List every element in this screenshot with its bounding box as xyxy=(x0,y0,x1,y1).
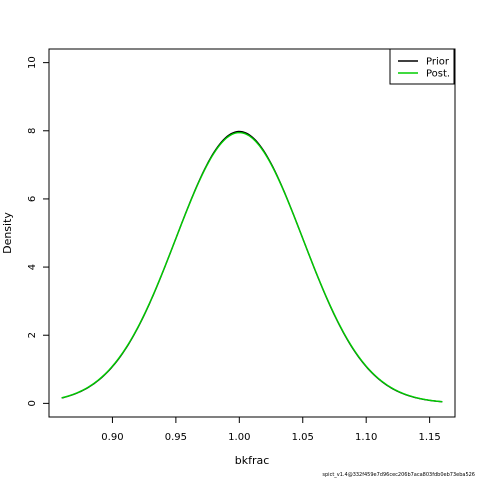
x-axis: 0.90 0.95 1.00 1.05 1.10 1.15 xyxy=(101,416,441,443)
y-tick-label: 6 xyxy=(27,196,38,202)
y-tick-label: 10 xyxy=(27,56,38,69)
series-line-prior xyxy=(61,130,443,403)
y-tick-label: 4 xyxy=(27,264,38,270)
series-line-post xyxy=(61,131,443,403)
x-axis-title: bkfrac xyxy=(235,454,270,467)
x-tick-label: 1.05 xyxy=(292,432,314,443)
y-tick-label: 0 xyxy=(27,400,38,406)
y-axis-title: Density xyxy=(1,212,14,254)
legend-label: Prior xyxy=(426,57,450,68)
plot-frame xyxy=(48,48,456,418)
x-tick-label: 1.10 xyxy=(355,432,377,443)
y-tick-label: 2 xyxy=(27,332,38,338)
y-axis: 0 2 4 6 8 10 xyxy=(27,56,50,407)
legend-box xyxy=(389,48,455,85)
x-tick-label: 1.15 xyxy=(418,432,440,443)
x-tick-label: 0.95 xyxy=(165,432,187,443)
footer-version-text: spict_v1.4@332f459e7d96cec206b7aca803fdb… xyxy=(322,472,475,478)
x-tick-label: 1.00 xyxy=(228,432,250,443)
legend-label: Post. xyxy=(426,69,450,80)
x-tick-label: 0.90 xyxy=(101,432,123,443)
series-layer xyxy=(61,130,443,403)
y-tick-label: 8 xyxy=(27,128,38,134)
